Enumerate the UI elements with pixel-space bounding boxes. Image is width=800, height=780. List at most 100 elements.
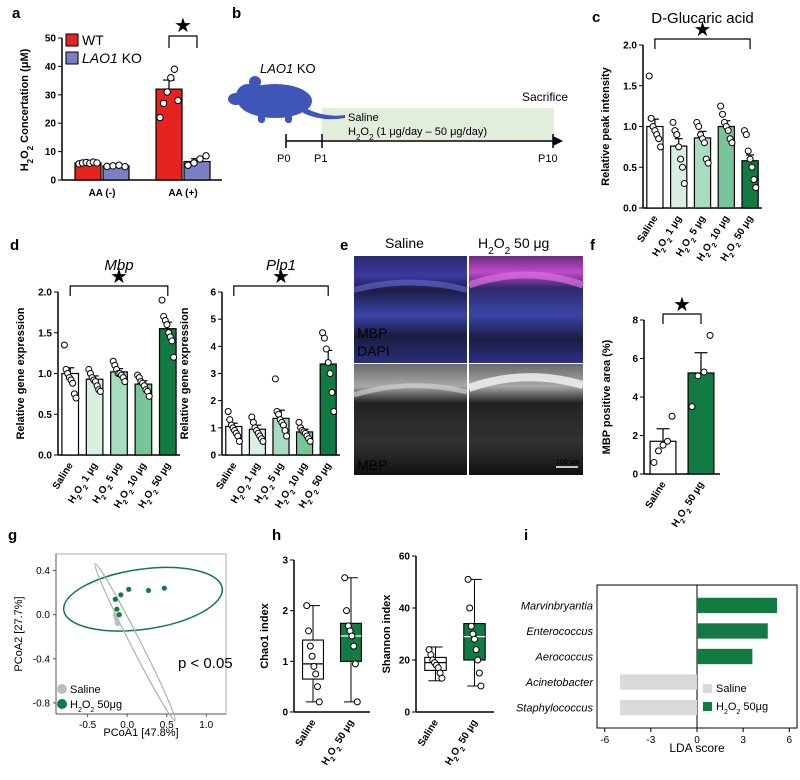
data-point (190, 159, 198, 167)
data-point (320, 334, 328, 342)
data-point (283, 432, 291, 440)
x-axis-label: LDA score (669, 741, 725, 755)
data-point (72, 394, 80, 402)
y-tick-label: 1.0 (38, 369, 52, 380)
treatment-window (322, 108, 554, 140)
y-tick-label: 0.5 (623, 163, 637, 174)
y-axis-label: Chao1 index (259, 602, 271, 668)
data-point (706, 331, 714, 339)
data-point (158, 296, 166, 304)
data-point (343, 607, 351, 615)
taxon-label-1: Enterococcus (526, 626, 593, 638)
y-axis-label: MBP positive area (%) (601, 339, 613, 454)
y-tick-label: 1 (282, 657, 288, 668)
data-point (348, 632, 356, 640)
micro-col-h2o2: H2O2 50 μg (478, 235, 549, 257)
data-point (121, 162, 129, 171)
y-axis-label: Relative peak intensity (600, 66, 612, 185)
data-point (728, 139, 736, 147)
data-point (315, 698, 323, 706)
y-tick-label: 30 (45, 90, 57, 101)
data-point (159, 99, 168, 108)
panel-label-b: b (232, 5, 241, 22)
treatment-saline: Saline (348, 112, 379, 124)
data-point (96, 387, 104, 395)
significance-star: ★ (110, 266, 128, 288)
lda-bar-4 (620, 699, 697, 716)
legend-label-saline: Saline (70, 684, 101, 696)
data-point (750, 175, 758, 183)
data-point (312, 670, 320, 678)
y-tick-label: 40 (45, 62, 57, 73)
timeline-diagram: LAO1 KO Saline H2O2 (1 μg/day – 50 μg/da… (228, 61, 568, 165)
x-tick-label: 0.0 (120, 720, 134, 731)
y-tick-label: 60 (399, 552, 411, 563)
micro-saline-fluor (354, 256, 467, 363)
mouse-icon (228, 76, 345, 123)
data-point (655, 135, 663, 143)
mouse-label: LAO1 KO (260, 61, 316, 76)
data-point (677, 155, 685, 163)
significance-bracket (233, 285, 329, 296)
data-point (310, 662, 318, 670)
treatment-h2o2: H2O2 (1 μg/day – 50 μg/day) (348, 126, 487, 142)
micro-stain-mbp: MBP (357, 325, 387, 341)
scatter-point-1 (161, 585, 167, 591)
taxon-label-0: Marvinbryantia (521, 600, 593, 612)
data-point (163, 321, 171, 329)
y-tick-label: 2.0 (623, 41, 637, 52)
p-value: p < 0.05 (178, 655, 233, 672)
data-point (680, 180, 688, 188)
y-axis-label: PCoA2 [27.7%] (13, 596, 25, 671)
data-point (163, 88, 171, 96)
data-point (313, 683, 321, 691)
x-tick-label-1: H2O2 50 μg (443, 718, 482, 769)
significance-bracket (168, 35, 198, 48)
legend-swatch-saline (703, 684, 712, 693)
data-point (308, 652, 316, 660)
y-tick-label: 50 (45, 34, 57, 45)
scatter-point-1 (145, 587, 152, 594)
lda-bar-0 (697, 597, 777, 614)
panel-label-f: f (590, 237, 596, 254)
data-point (475, 669, 483, 677)
y-tick-label: 0 (632, 470, 638, 481)
data-point (326, 370, 334, 377)
data-point (351, 660, 359, 668)
legend-swatch-h2o2 (703, 702, 712, 711)
panel-label-c: c (592, 9, 600, 26)
data-point (156, 113, 164, 122)
data-point (184, 161, 192, 169)
legend-label-saline: Saline (716, 683, 747, 695)
y-tick-label: 8 (632, 316, 638, 327)
data-point (668, 412, 676, 420)
y-tick-label: 0.4 (36, 566, 50, 577)
data-point (746, 155, 754, 163)
bar-f-1 (687, 372, 715, 475)
legend-swatch-h2o2 (57, 699, 67, 709)
lda-bar-3 (620, 674, 697, 690)
data-point (306, 437, 314, 445)
box-1 (339, 622, 362, 662)
y-axis-label: Shannon index (381, 594, 393, 674)
legend-swatch-0 (65, 33, 79, 47)
data-point (748, 163, 756, 171)
y-tick-label: 2 (210, 396, 216, 407)
timeline-arrow (553, 136, 563, 146)
y-tick-label: 0 (404, 708, 410, 719)
data-point (303, 602, 311, 610)
data-point (170, 65, 179, 73)
y-axis-label: Relative gene expression (179, 307, 191, 439)
x-tick-label-0: Saline (644, 479, 669, 510)
data-point (174, 96, 182, 105)
scatter-point-1 (126, 586, 132, 592)
data-point (306, 642, 314, 650)
panel-label-h: h (272, 527, 281, 544)
data-point (474, 656, 482, 664)
data-point (657, 143, 665, 151)
y-tick-label: 0 (50, 176, 56, 187)
x-tick-label: -3 (646, 735, 655, 746)
microscopy-panel: Saline H2O2 50 μg MBP DAPI MBP 100 μm (353, 235, 585, 475)
